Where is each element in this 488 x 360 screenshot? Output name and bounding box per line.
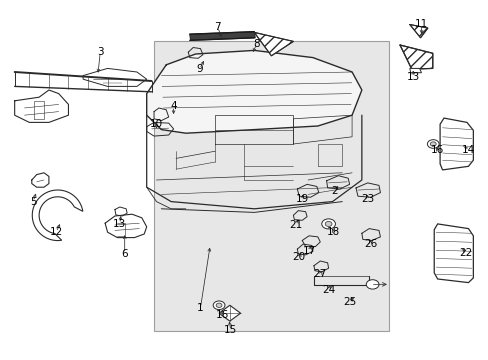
Text: 25: 25 <box>342 297 356 307</box>
Text: 16: 16 <box>430 145 444 156</box>
Bar <box>154 41 388 331</box>
Polygon shape <box>409 24 427 38</box>
Text: 2: 2 <box>331 186 338 196</box>
Text: 10: 10 <box>150 119 163 129</box>
Text: 5: 5 <box>30 197 37 207</box>
Text: 22: 22 <box>458 248 471 258</box>
Text: 1: 1 <box>197 303 203 313</box>
Circle shape <box>325 221 331 226</box>
Text: 17: 17 <box>302 246 316 256</box>
Text: 19: 19 <box>295 194 308 204</box>
Text: 18: 18 <box>326 227 340 237</box>
Text: 12: 12 <box>49 227 63 237</box>
Text: 16: 16 <box>215 310 229 320</box>
Text: 27: 27 <box>313 269 326 279</box>
Polygon shape <box>433 224 472 283</box>
Text: 6: 6 <box>121 249 128 259</box>
Text: 11: 11 <box>414 19 427 30</box>
Polygon shape <box>32 190 82 240</box>
Polygon shape <box>146 50 361 133</box>
Text: 26: 26 <box>363 239 377 249</box>
Circle shape <box>427 140 438 148</box>
Circle shape <box>366 280 378 289</box>
Polygon shape <box>189 32 255 40</box>
Text: 15: 15 <box>224 325 237 336</box>
Circle shape <box>216 303 222 307</box>
Text: 21: 21 <box>288 220 302 230</box>
Text: 9: 9 <box>196 64 203 74</box>
Text: 13: 13 <box>113 219 126 229</box>
Circle shape <box>429 142 435 146</box>
Polygon shape <box>409 68 421 73</box>
Text: 8: 8 <box>253 39 260 49</box>
Polygon shape <box>439 118 472 170</box>
Text: 3: 3 <box>97 47 103 57</box>
Text: 24: 24 <box>321 285 335 295</box>
Text: 20: 20 <box>292 252 305 262</box>
Circle shape <box>321 219 335 229</box>
Text: 4: 4 <box>170 101 177 111</box>
Polygon shape <box>399 45 432 69</box>
Polygon shape <box>219 305 240 321</box>
Circle shape <box>213 301 224 310</box>
Text: 14: 14 <box>461 145 474 156</box>
Text: 13: 13 <box>406 72 419 82</box>
Text: 23: 23 <box>360 194 374 204</box>
Polygon shape <box>254 32 293 56</box>
Text: 7: 7 <box>214 22 221 32</box>
